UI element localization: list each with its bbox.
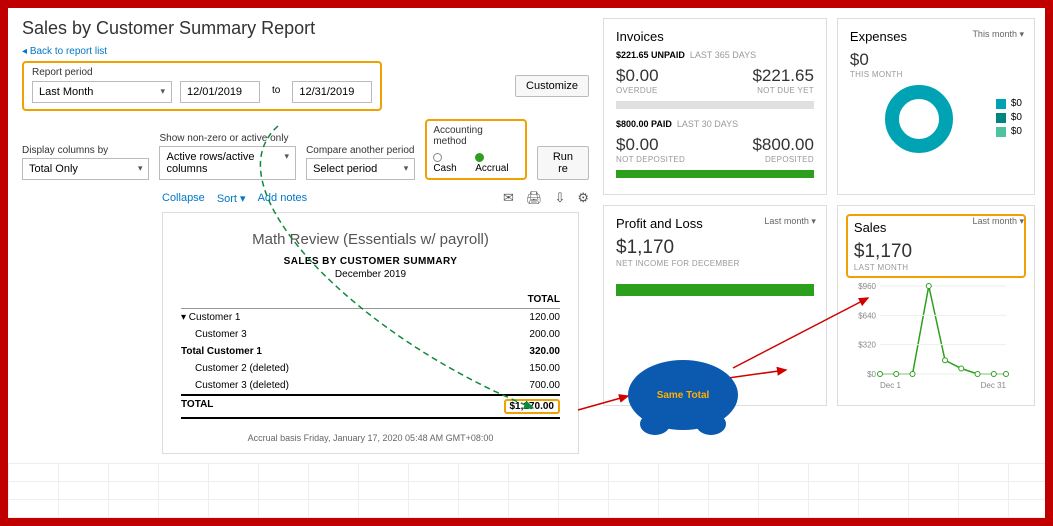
svg-text:$960: $960 <box>858 282 876 291</box>
pl-period[interactable]: Last month ▾ <box>764 216 816 227</box>
display-cols-select[interactable]: Total Only <box>22 158 149 180</box>
expenses-period[interactable]: This month ▾ <box>972 29 1024 40</box>
sales-widget: Last month ▾ Sales $1,170 LAST MONTH $96… <box>837 205 1035 406</box>
svg-text:Dec 1: Dec 1 <box>880 381 901 390</box>
back-link[interactable]: ◂ Back to report list <box>22 46 107 57</box>
nonzero-label: Show non-zero or active only <box>159 133 296 144</box>
table-row-label[interactable]: Customer 3 (deleted) <box>181 380 490 391</box>
table-row-value: 700.00 <box>490 380 560 391</box>
date-to[interactable]: 12/31/2019 <box>292 81 372 103</box>
report-period-label: Report period <box>32 67 372 78</box>
total-label: TOTAL <box>181 399 490 414</box>
report-footer: Accrual basis Friday, January 17, 2020 0… <box>181 433 560 443</box>
display-cols-label: Display columns by <box>22 145 149 156</box>
legend-item: $0 <box>996 126 1022 137</box>
print-icon[interactable]: 🖨 <box>526 190 543 206</box>
sales-chart: $960 $640 $320 $0 Dec 1 Dec 31 <box>850 282 1010 392</box>
nonzero-select[interactable]: Active rows/active columns <box>159 146 296 180</box>
table-row-label[interactable]: ▾ Customer 1 <box>181 312 490 323</box>
table-row-label[interactable]: Customer 3 <box>181 329 490 340</box>
report-company: Math Review (Essentials w/ payroll) <box>181 231 560 248</box>
svg-text:$640: $640 <box>858 311 876 320</box>
table-row-value: 120.00 <box>490 312 560 323</box>
addnotes-link[interactable]: Add notes <box>258 192 308 204</box>
col-total: TOTAL <box>490 294 560 305</box>
legend-item: $0 <box>996 98 1022 109</box>
report-heading: SALES BY CUSTOMER SUMMARY <box>181 256 560 267</box>
compare-label: Compare another period <box>306 145 415 156</box>
gear-icon[interactable]: ⚙ <box>577 190 589 206</box>
svg-text:Dec 31: Dec 31 <box>981 381 1007 390</box>
accrual-radio[interactable]: Accrual <box>475 152 519 174</box>
table-row-label[interactable]: Total Customer 1 <box>181 346 490 357</box>
table-row-value: 200.00 <box>490 329 560 340</box>
pl-bar <box>616 284 814 296</box>
expenses-widget: Expenses This month ▾ $0 THIS MONTH $0$0… <box>837 18 1035 195</box>
invoices-title: Invoices <box>616 29 814 44</box>
export-icon[interactable]: ⇩ <box>554 190 565 206</box>
table-row-label[interactable]: Customer 2 (deleted) <box>181 363 490 374</box>
donut-chart <box>885 85 953 153</box>
table-row-value: 320.00 <box>490 346 560 357</box>
cash-radio[interactable]: Cash <box>433 152 467 174</box>
total-value: $1,170.00 <box>504 399 561 414</box>
table-row-value: 150.00 <box>490 363 560 374</box>
svg-text:$0: $0 <box>867 370 876 379</box>
sales-period[interactable]: Last month ▾ <box>972 216 1024 227</box>
page-title: Sales by Customer Summary Report <box>22 18 589 39</box>
to-label: to <box>268 85 284 100</box>
annotation-bubble: Same Total <box>628 360 738 430</box>
period-select[interactable]: Last Month <box>32 81 172 103</box>
report-period: December 2019 <box>181 269 560 280</box>
collapse-link[interactable]: Collapse <box>162 192 205 204</box>
email-icon[interactable]: ✉ <box>503 190 514 206</box>
accounting-label: Accounting method <box>433 125 519 147</box>
date-from[interactable]: 12/01/2019 <box>180 81 260 103</box>
sort-link[interactable]: Sort ▾ <box>217 192 246 205</box>
invoices-widget: Invoices $221.65 UNPAID LAST 365 DAYS $0… <box>603 18 827 195</box>
report-card: Math Review (Essentials w/ payroll) SALE… <box>162 212 579 454</box>
svg-text:$320: $320 <box>858 341 876 350</box>
compare-select[interactable]: Select period <box>306 158 415 180</box>
run-report-button[interactable]: Run re <box>537 146 589 180</box>
customize-button[interactable]: Customize <box>515 75 589 97</box>
legend-item: $0 <box>996 112 1022 123</box>
